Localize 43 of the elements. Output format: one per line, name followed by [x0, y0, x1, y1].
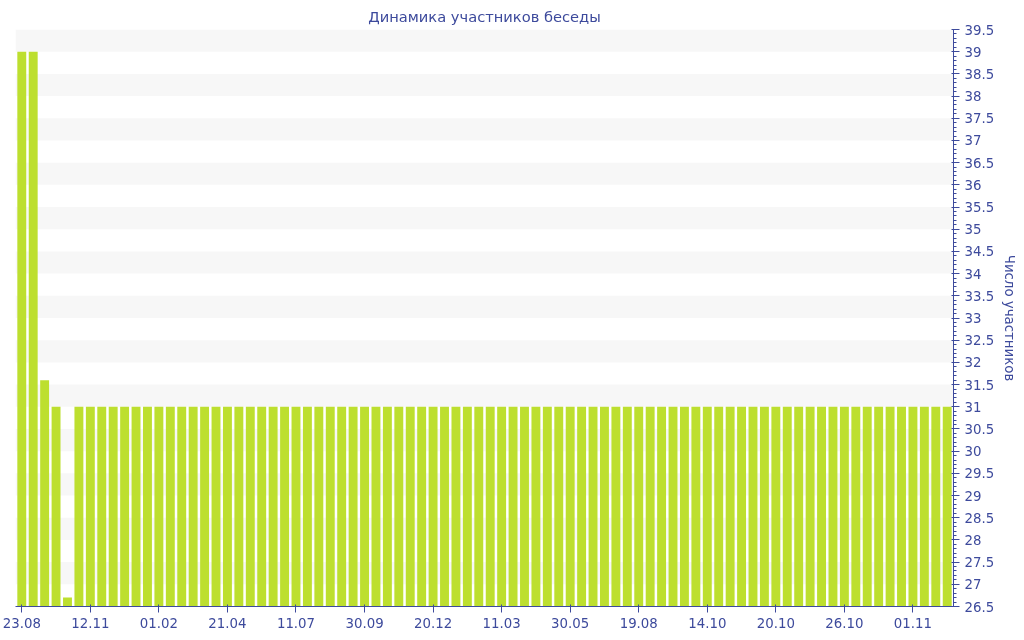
chart-title: Динамика участников беседы	[368, 7, 601, 25]
y-tick-label: 29.5	[964, 466, 995, 482]
x-tick-label: 20.12	[414, 615, 453, 631]
y-tick-label: 39	[964, 44, 982, 60]
y-tick-label: 35.5	[964, 200, 995, 216]
x-tick-label: 26.10	[825, 615, 864, 631]
y-tick-label: 31.5	[964, 377, 995, 393]
x-tick-label: 21.04	[208, 615, 247, 631]
y-tick-label: 31	[964, 399, 982, 415]
y-tick-label: 38.5	[964, 66, 995, 82]
y-tick-label: 37	[964, 133, 982, 149]
y-tick-label: 37.5	[964, 111, 995, 127]
x-tick-label: 30.05	[551, 615, 590, 631]
x-tick-label: 11.03	[482, 615, 521, 631]
x-tick-label: 01.02	[139, 615, 178, 631]
y-tick-label: 34	[964, 266, 982, 282]
y-tick-label: 34.5	[964, 244, 995, 260]
y-tick-label: 29	[964, 488, 982, 504]
x-tick-label: 20.10	[756, 615, 795, 631]
x-tick-label: 23.08	[2, 615, 41, 631]
x-tick-label: 19.08	[619, 615, 658, 631]
y-tick-label: 30	[964, 444, 982, 460]
y-tick-label: 36.5	[964, 155, 995, 171]
x-tick-label: 30.09	[345, 615, 384, 631]
y-tick-label: 35	[964, 222, 982, 238]
x-tick-label: 11.07	[276, 615, 316, 631]
x-tick-label: 01.11	[893, 615, 933, 631]
y-axis-title: Число участников	[1002, 254, 1018, 382]
y-tick-label: 30.5	[964, 421, 995, 437]
y-tick-label: 32.5	[964, 333, 995, 349]
x-tick-label: 12.11	[71, 615, 110, 631]
y-tick-label: 36	[964, 177, 982, 193]
y-tick-label: 28.5	[964, 510, 995, 526]
y-tick-label: 39.5	[964, 22, 995, 38]
y-tick-label: 26.5	[964, 599, 995, 615]
x-tick-label: 14.10	[688, 615, 727, 631]
y-tick-label: 33	[964, 311, 982, 326]
y-tick-label: 27.5	[964, 555, 995, 571]
y-tick-label: 33.5	[964, 288, 995, 304]
y-tick-label: 32	[964, 355, 982, 371]
y-tick-label: 28	[964, 532, 982, 548]
y-tick-label: 38	[964, 89, 982, 105]
y-tick-label: 27	[964, 577, 982, 593]
